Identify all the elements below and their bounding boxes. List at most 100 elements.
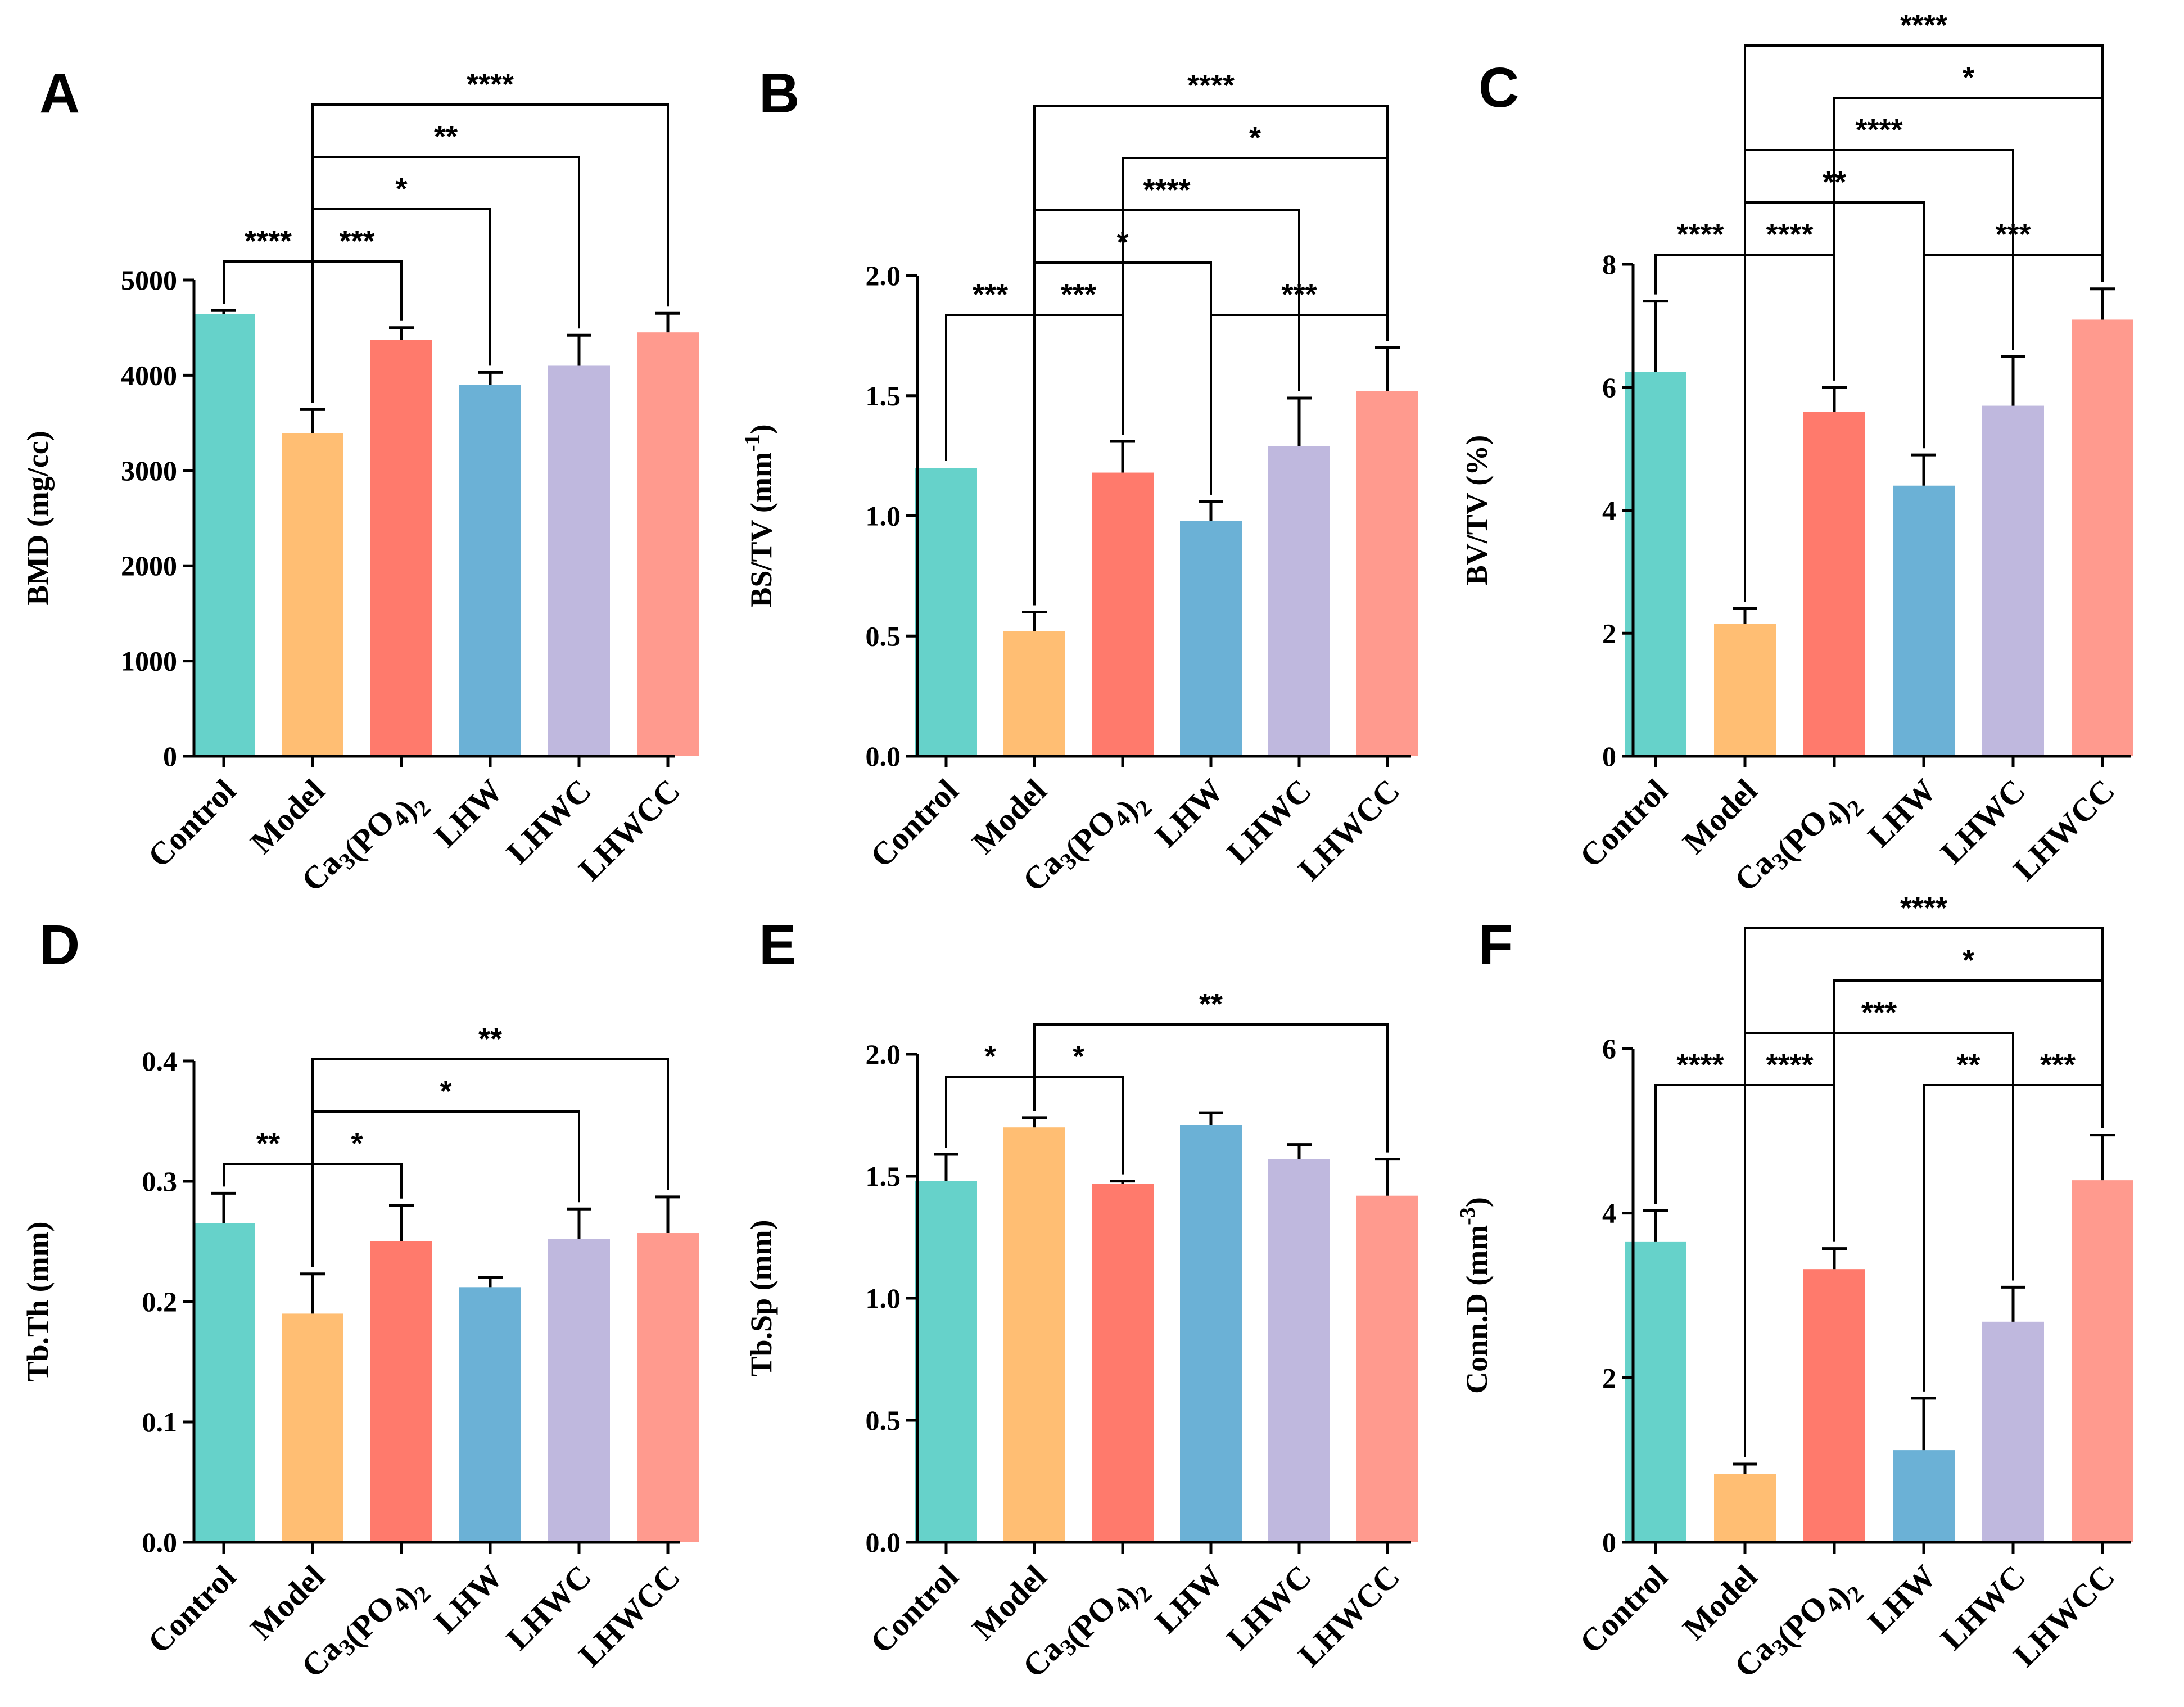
bar-model bbox=[282, 433, 343, 756]
y-tick-label: 0.0 bbox=[866, 740, 901, 772]
bar-lhwc bbox=[1982, 405, 2044, 756]
category-label-3: LHW bbox=[427, 1558, 509, 1640]
significance-label: * bbox=[984, 1040, 996, 1073]
bar-control bbox=[915, 1181, 977, 1542]
bar-lhw bbox=[1893, 485, 1955, 756]
category-label-0: Control bbox=[863, 1558, 965, 1660]
category-label-0: Control bbox=[1572, 772, 1675, 874]
y-axis-label: Tb.Sp (mm) bbox=[744, 1220, 778, 1376]
significance-label: **** bbox=[1143, 173, 1190, 207]
significance-bracket bbox=[1744, 927, 2104, 1457]
y-tick-label: 1.5 bbox=[866, 1160, 901, 1192]
bar-lhwc bbox=[1268, 1159, 1330, 1542]
bar-ca3po42 bbox=[1092, 1184, 1154, 1542]
significance-label: **** bbox=[1900, 891, 1947, 925]
y-tick-label: 5000 bbox=[121, 264, 177, 296]
bar-lhwcc bbox=[1356, 1195, 1418, 1542]
y-tick-label: 0.5 bbox=[866, 620, 901, 652]
y-tick-label: 2.0 bbox=[866, 1038, 901, 1070]
significance-bracket bbox=[1033, 1023, 1389, 1153]
bar-lhw bbox=[459, 1287, 521, 1542]
y-tick-label: 0.5 bbox=[866, 1405, 901, 1436]
significance-label: *** bbox=[339, 224, 374, 258]
significance-label: **** bbox=[1900, 8, 1947, 42]
bar-ca3po42 bbox=[1803, 1269, 1865, 1542]
bar-control bbox=[915, 468, 977, 756]
significance-label: **** bbox=[467, 67, 514, 101]
y-tick-label: 2000 bbox=[121, 550, 177, 581]
significance-label: * bbox=[440, 1074, 451, 1108]
significance-bracket bbox=[311, 1058, 669, 1267]
y-tick-label: 1.0 bbox=[866, 1282, 901, 1314]
significance-label: **** bbox=[1676, 1048, 1724, 1082]
y-tick-label: 1000 bbox=[121, 645, 177, 677]
bar-control bbox=[1625, 1241, 1686, 1542]
bar-lhwcc bbox=[637, 332, 699, 756]
panel-letter: B bbox=[759, 62, 799, 125]
significance-label: *** bbox=[1861, 996, 1897, 1029]
y-tick-label: 0.0 bbox=[142, 1527, 178, 1558]
significance-bracket bbox=[1033, 105, 1389, 606]
category-label-3: LHW bbox=[1148, 1558, 1230, 1640]
y-axis-label: Conn.D (mm-3) bbox=[1456, 1197, 1494, 1394]
category-label-2: Ca3(PO4)2 bbox=[1727, 1558, 1869, 1700]
significance-label: * bbox=[1963, 61, 1974, 94]
category-label-1: Model bbox=[1676, 1558, 1765, 1647]
bar-lhw bbox=[1180, 1125, 1242, 1542]
y-tick-label: 6 bbox=[1602, 372, 1616, 403]
y-tick-label: 8 bbox=[1602, 249, 1616, 280]
bar-ca3po42 bbox=[370, 340, 432, 756]
significance-label: **** bbox=[1187, 69, 1235, 102]
y-tick-label: 0 bbox=[1602, 740, 1616, 772]
y-tick-label: 0 bbox=[1602, 1527, 1616, 1558]
category-label-0: Control bbox=[863, 772, 965, 874]
significance-bracket bbox=[1033, 209, 1300, 606]
bar-lhw bbox=[459, 385, 521, 756]
significance-label: ** bbox=[434, 120, 458, 153]
category-label-3: LHW bbox=[1148, 772, 1230, 854]
significance-bracket bbox=[1744, 44, 2104, 602]
bar-lhwcc bbox=[637, 1233, 699, 1542]
bar-lhwcc bbox=[2072, 1180, 2133, 1542]
panel-letter: F bbox=[1478, 914, 1513, 977]
y-tick-label: 1.5 bbox=[866, 380, 901, 412]
significance-label: **** bbox=[1855, 113, 1902, 147]
significance-bracket bbox=[311, 156, 580, 403]
bar-ca3po42 bbox=[1092, 472, 1154, 756]
significance-label: ** bbox=[478, 1022, 502, 1056]
panel-letter: A bbox=[39, 62, 80, 125]
y-tick-label: 4000 bbox=[121, 359, 177, 391]
bar-model bbox=[1003, 1127, 1065, 1542]
category-label-1: Model bbox=[243, 772, 332, 861]
significance-bracket bbox=[1744, 1032, 2014, 1457]
significance-label: **** bbox=[245, 224, 292, 258]
significance-label: * bbox=[351, 1127, 363, 1160]
category-label-0: Control bbox=[141, 1558, 243, 1660]
bar-model bbox=[1003, 631, 1065, 756]
bar-model bbox=[1714, 1474, 1776, 1542]
bar-lhwcc bbox=[2072, 319, 2133, 756]
y-axis-label: BMD (mg/cc) bbox=[21, 431, 55, 605]
significance-label: *** bbox=[973, 278, 1008, 311]
significance-label: * bbox=[1249, 121, 1261, 155]
y-tick-label: 1.0 bbox=[866, 500, 901, 532]
y-tick-label: 3000 bbox=[121, 455, 177, 486]
bar-lhwc bbox=[548, 365, 610, 756]
significance-label: * bbox=[395, 172, 407, 206]
bar-control bbox=[1625, 372, 1686, 756]
category-label-1: Model bbox=[243, 1558, 332, 1647]
bar-lhw bbox=[1893, 1450, 1955, 1542]
y-tick-label: 0 bbox=[163, 740, 177, 772]
significance-label: **** bbox=[1766, 218, 1813, 251]
significance-label: * bbox=[1073, 1040, 1084, 1073]
category-label-1: Model bbox=[1676, 772, 1765, 861]
bar-lhwc bbox=[1268, 446, 1330, 756]
y-tick-label: 2 bbox=[1602, 617, 1616, 649]
panel-letter: D bbox=[39, 914, 80, 977]
y-tick-label: 2.0 bbox=[866, 260, 901, 291]
